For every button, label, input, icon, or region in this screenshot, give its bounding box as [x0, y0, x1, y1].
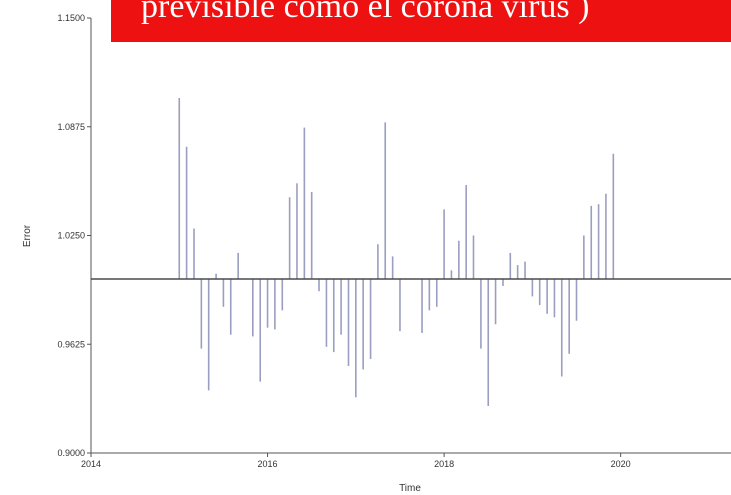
x-tick-label: 2020: [611, 459, 631, 469]
bar-series: [178, 98, 615, 407]
y-tick-label: 1.1500: [57, 13, 85, 23]
y-tick-label: 0.9625: [57, 339, 85, 349]
y-ticks: 0.9000 0.9625 1.0250 1.0875 1.1500: [57, 13, 91, 458]
y-tick-label: 0.9000: [57, 448, 85, 458]
x-ticks: 2014 2016 2018 2020: [81, 453, 631, 469]
x-tick-label: 2014: [81, 459, 101, 469]
title-banner: previsible como el corona virus ): [111, 0, 731, 42]
x-axis-label: Time: [399, 483, 421, 494]
x-tick-label: 2018: [434, 459, 454, 469]
x-tick-label: 2016: [258, 459, 278, 469]
y-tick-label: 1.0875: [57, 122, 85, 132]
banner-text: previsible como el corona virus ): [141, 0, 590, 25]
y-tick-label: 1.0250: [57, 231, 85, 241]
y-axis-label: Error: [22, 224, 33, 247]
